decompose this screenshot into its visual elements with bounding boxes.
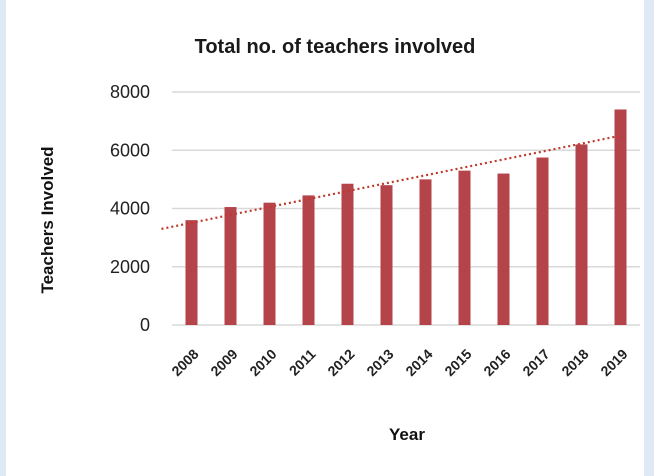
bar <box>575 144 588 325</box>
x-tick-label: 2018 <box>558 346 591 379</box>
bar <box>341 183 354 325</box>
x-tick-label: 2008 <box>168 346 201 379</box>
x-axis-label: Year <box>389 425 425 444</box>
y-axis-label: Teachers Involved <box>38 146 57 293</box>
bar <box>302 195 315 325</box>
x-tick-label: 2017 <box>519 346 552 379</box>
trendline-path <box>161 134 621 230</box>
x-tick-label: 2019 <box>597 346 630 379</box>
y-tick-label: 0 <box>140 315 150 335</box>
y-tick-label: 6000 <box>110 140 150 160</box>
x-tick-label: 2013 <box>363 346 396 379</box>
bar <box>536 157 549 325</box>
gridlines <box>172 91 640 326</box>
bar <box>263 202 276 325</box>
bar <box>497 173 510 325</box>
x-tick-label: 2012 <box>324 346 357 379</box>
y-tick-label: 8000 <box>110 82 150 102</box>
x-tick-label: 2015 <box>441 346 474 379</box>
x-tick-label: 2014 <box>402 346 435 379</box>
y-tick-labels: 0 2000 4000 6000 8000 <box>110 82 150 335</box>
bar <box>185 220 198 325</box>
bar <box>380 185 393 325</box>
x-tick-label: 2010 <box>246 346 279 379</box>
bar <box>458 170 471 325</box>
trendline <box>161 134 621 230</box>
y-tick-label: 2000 <box>110 257 150 277</box>
bar <box>614 109 627 325</box>
x-tick-label: 2011 <box>286 346 319 379</box>
chart-title: Total no. of teachers involved <box>195 36 476 58</box>
x-tick-labels: 2008 2009 2010 2011 2012 2013 2014 2015 2016 2017… <box>168 346 630 379</box>
bar <box>224 207 237 325</box>
y-tick-label: 4000 <box>110 199 150 219</box>
x-tick-label: 2016 <box>480 346 513 379</box>
x-tick-label: 2009 <box>207 346 240 379</box>
bars <box>185 109 627 325</box>
bar <box>419 179 432 325</box>
